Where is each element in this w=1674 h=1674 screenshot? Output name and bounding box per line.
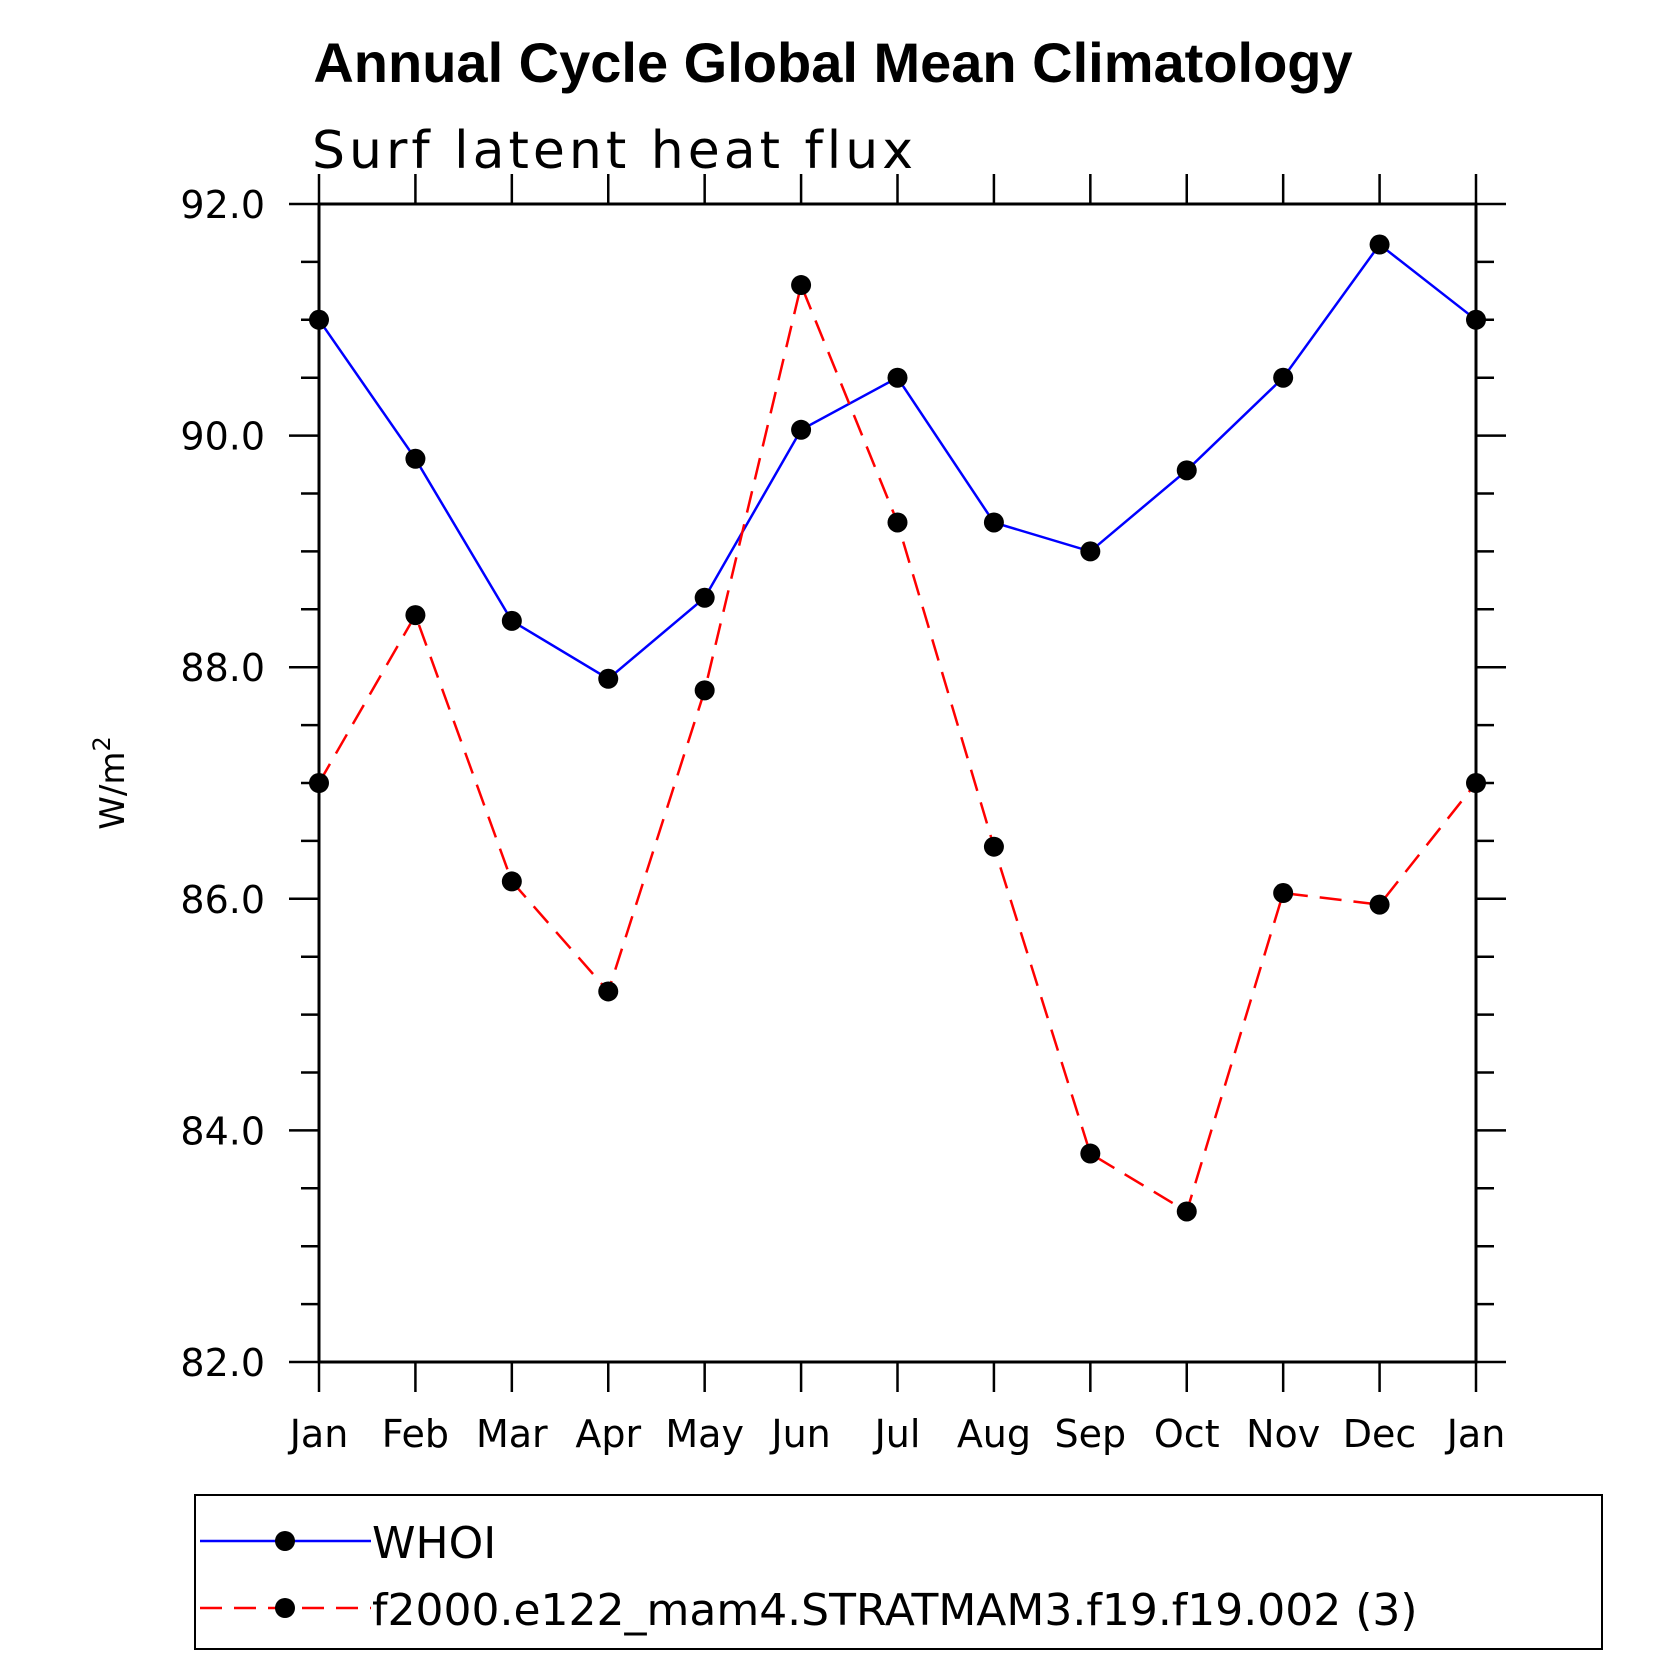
x-tick-label: Oct <box>1154 1412 1220 1456</box>
data-point <box>887 367 908 388</box>
x-tick-label: Jan <box>1445 1412 1506 1456</box>
data-point <box>1466 309 1486 330</box>
x-tick-label: Feb <box>382 1412 449 1456</box>
axes-ticks <box>289 174 1506 1392</box>
data-point <box>791 419 812 440</box>
y-tick-labels: 82.0 84.0 86.0 88.0 90.0 92.0 <box>180 183 265 1385</box>
series-line-0 <box>317 242 1477 681</box>
x-tick-label: Aug <box>957 1412 1031 1456</box>
x-tick-label: Nov <box>1246 1412 1320 1456</box>
data-point <box>1273 367 1294 388</box>
data-point <box>694 587 715 608</box>
legend-marker-whoi <box>275 1531 295 1551</box>
y-axis-label: W/m2 <box>88 736 133 829</box>
y-tick-label: 88.0 <box>180 646 265 690</box>
data-point <box>1369 894 1390 915</box>
y-tick-label: 90.0 <box>180 415 265 459</box>
data-point <box>309 309 329 330</box>
data-point <box>887 512 908 533</box>
data-point <box>1080 1143 1101 1164</box>
y-tick-label: 92.0 <box>180 183 265 227</box>
data-point <box>598 668 619 689</box>
chart-subtitle: Surf latent heat flux <box>312 121 917 181</box>
data-point <box>501 871 522 892</box>
data-point <box>1369 234 1390 255</box>
data-point <box>405 448 426 469</box>
data-point <box>791 275 812 296</box>
data-point <box>309 773 329 793</box>
series-0 <box>309 234 1486 689</box>
data-point <box>983 836 1004 857</box>
data-point <box>1466 773 1486 793</box>
series-1 <box>309 275 1486 1222</box>
series-line-1 <box>317 281 1477 1214</box>
chart-title: Annual Cycle Global Mean Climatology <box>313 31 1352 94</box>
data-point <box>501 610 522 631</box>
x-tick-label: Jan <box>288 1412 349 1456</box>
x-tick-label: Dec <box>1343 1412 1417 1456</box>
legend-label-model: f2000.e122_mam4.STRATMAM3.f19.f19.002 (3… <box>372 1585 1418 1636</box>
y-tick-label: 84.0 <box>180 1109 265 1153</box>
x-tick-label: Mar <box>476 1412 548 1456</box>
data-point <box>694 680 715 701</box>
data-point <box>1080 541 1101 562</box>
data-point <box>1176 460 1197 481</box>
legend-label-whoi: WHOI <box>372 1518 496 1569</box>
data-point <box>405 605 426 626</box>
x-tick-label: Jun <box>769 1412 830 1456</box>
legend: WHOI f2000.e122_mam4.STRATMAM3.f19.f19.0… <box>194 1494 1603 1650</box>
x-tick-label: Sep <box>1055 1412 1127 1456</box>
x-tick-label: May <box>665 1412 744 1456</box>
legend-marker-model <box>275 1598 295 1618</box>
x-tick-labels: Jan Feb Mar Apr May Jun Jul Aug Sep Oct Nov Dec Jan <box>288 1412 1506 1456</box>
data-point <box>1273 883 1294 904</box>
data-point <box>983 512 1004 533</box>
series-layer <box>309 234 1486 1222</box>
x-tick-label: Jul <box>873 1412 921 1456</box>
y-tick-label: 82.0 <box>180 1341 265 1385</box>
x-tick-label: Apr <box>575 1412 641 1456</box>
y-tick-label: 86.0 <box>180 878 265 922</box>
data-point <box>1176 1201 1197 1222</box>
legend-box <box>194 1494 1603 1650</box>
data-point <box>598 981 619 1002</box>
